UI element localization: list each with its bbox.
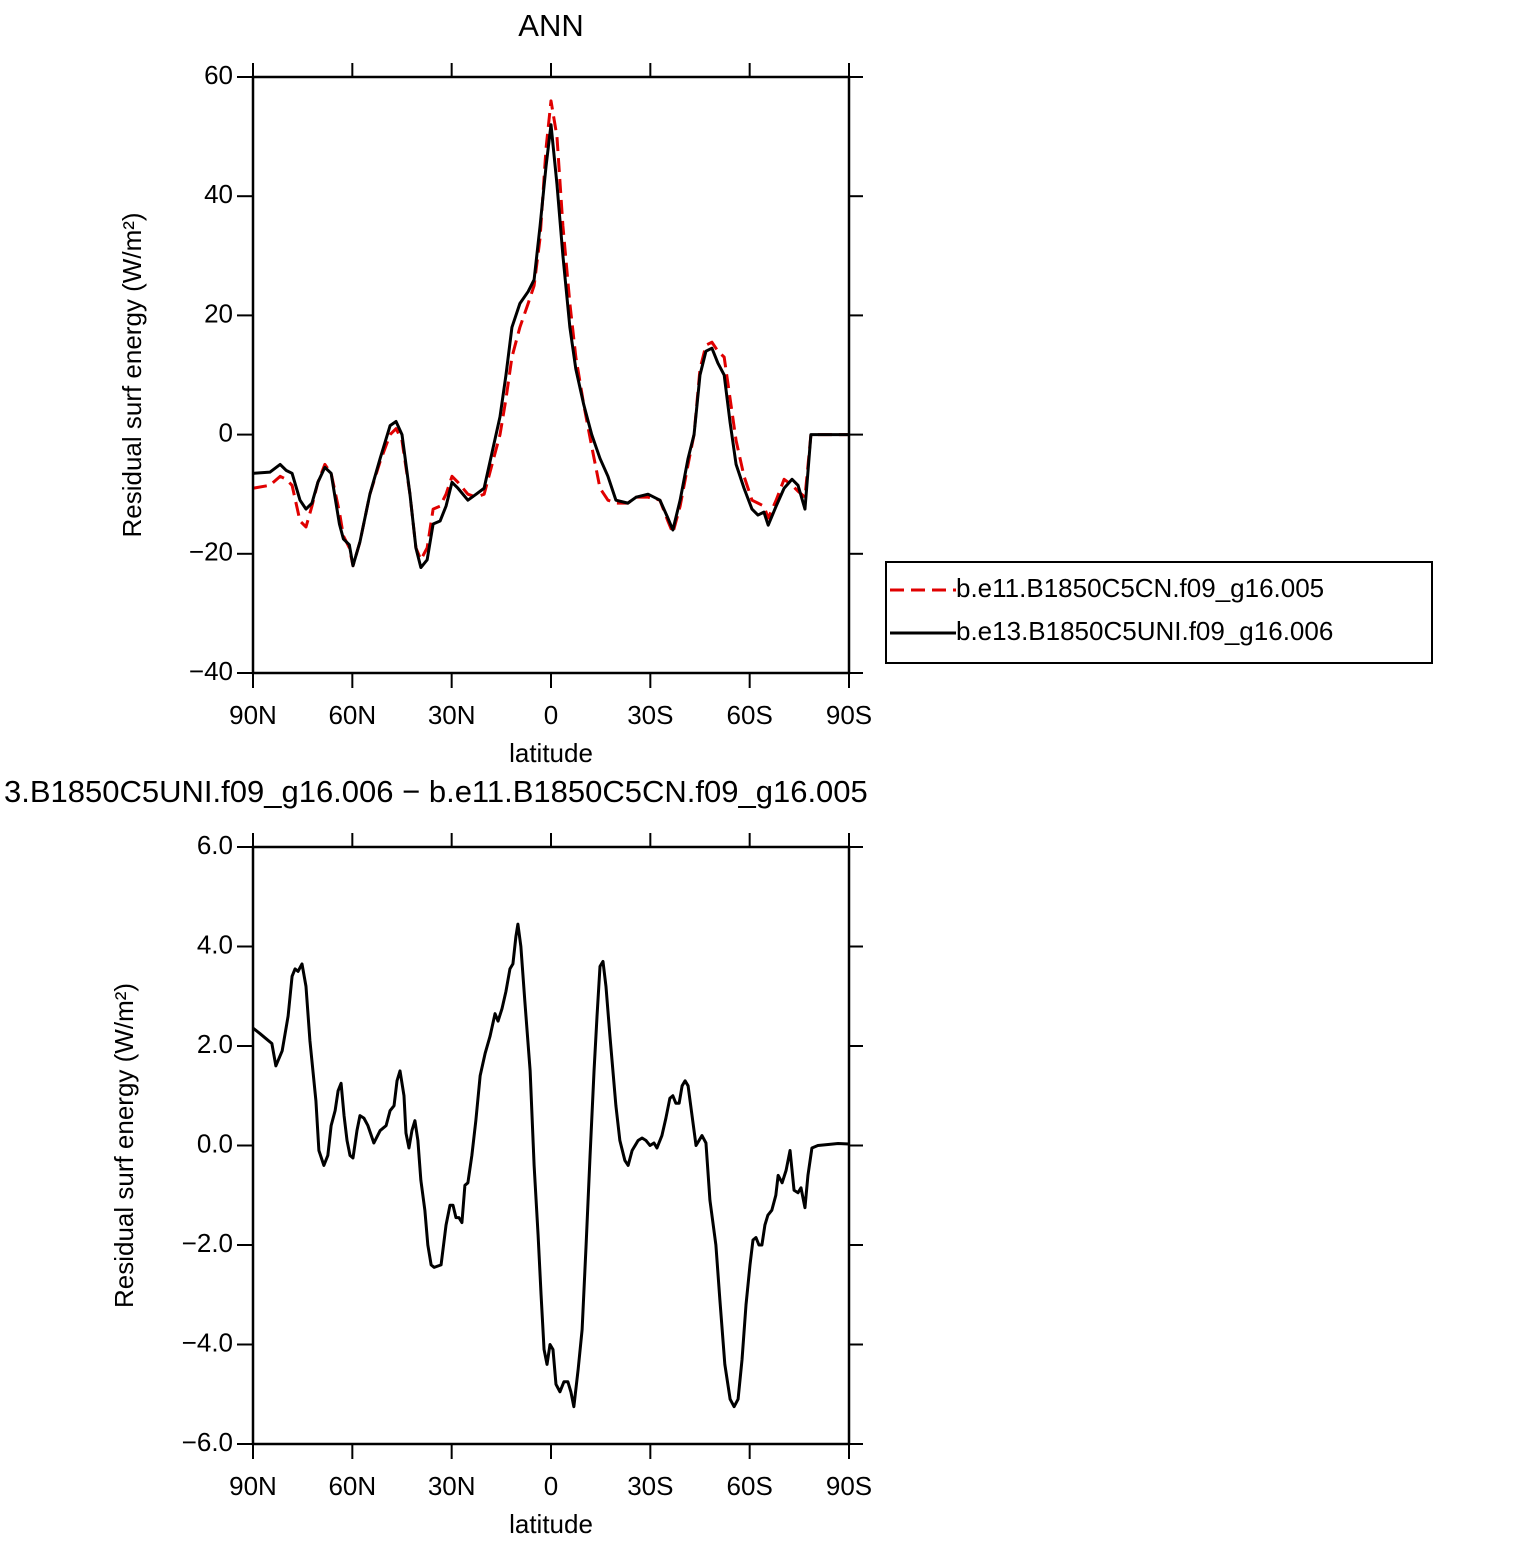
y-tick-label: 6.0 bbox=[197, 830, 233, 860]
y-tick-label: 20 bbox=[204, 298, 233, 328]
x-tick-label: 60S bbox=[727, 700, 773, 730]
x-tick-label: 30N bbox=[428, 700, 476, 730]
plot-frame bbox=[251, 75, 851, 675]
y-tick-label: 2.0 bbox=[197, 1029, 233, 1059]
y-tick-label: −2.0 bbox=[182, 1228, 233, 1258]
x-tick-label: 90S bbox=[826, 1471, 872, 1501]
x-tick-label: 90S bbox=[826, 700, 872, 730]
chart-title: 3.B1850C5UNI.f09_g16.006 − b.e11.B1850C5… bbox=[4, 774, 868, 809]
y-tick-label: −20 bbox=[189, 537, 233, 567]
x-axis-label: latitude bbox=[509, 738, 593, 768]
y-tick-label: 0.0 bbox=[197, 1128, 233, 1158]
x-tick-label: 90N bbox=[229, 1471, 277, 1501]
y-tick-label: 60 bbox=[204, 60, 233, 90]
y-tick-label: 0 bbox=[219, 417, 233, 447]
y-tick-label: −40 bbox=[189, 656, 233, 686]
x-axis-label: latitude bbox=[509, 1509, 593, 1539]
legend-label: b.e11.B1850C5CN.f09_g16.005 bbox=[956, 573, 1324, 603]
x-tick-label: 0 bbox=[544, 700, 558, 730]
x-tick-label: 30S bbox=[627, 1471, 673, 1501]
y-axis-label: Residual surf energy (W/m²) bbox=[109, 983, 139, 1308]
y-axis-label: Residual surf energy (W/m²) bbox=[117, 212, 147, 537]
y-tick-label: −6.0 bbox=[182, 1427, 233, 1457]
x-tick-label: 60N bbox=[328, 1471, 376, 1501]
data-line bbox=[252, 123, 849, 570]
y-tick-label: 4.0 bbox=[197, 929, 233, 959]
chart-title: ANN bbox=[518, 8, 583, 43]
legend-box bbox=[885, 561, 1433, 664]
x-tick-label: 30S bbox=[627, 700, 673, 730]
x-tick-label: 60S bbox=[727, 1471, 773, 1501]
plot-frame bbox=[251, 845, 851, 1446]
x-tick-label: 60N bbox=[328, 700, 376, 730]
y-tick-label: 40 bbox=[204, 179, 233, 209]
x-tick-label: 30N bbox=[428, 1471, 476, 1501]
data-line bbox=[252, 99, 849, 568]
x-tick-label: 90N bbox=[229, 700, 277, 730]
x-tick-label: 0 bbox=[544, 1471, 558, 1501]
legend-label: b.e13.B1850C5UNI.f09_g16.006 bbox=[956, 616, 1333, 646]
y-tick-label: −4.0 bbox=[182, 1327, 233, 1357]
data-line bbox=[252, 922, 850, 1409]
